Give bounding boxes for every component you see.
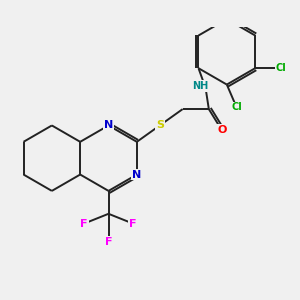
Text: F: F <box>129 219 137 229</box>
Text: Cl: Cl <box>231 103 242 112</box>
Text: F: F <box>105 237 112 247</box>
Text: NH: NH <box>193 81 209 91</box>
Text: S: S <box>156 121 164 130</box>
Text: O: O <box>217 125 226 135</box>
Text: Cl: Cl <box>276 63 287 73</box>
Text: N: N <box>104 121 113 130</box>
Text: N: N <box>132 169 142 179</box>
Text: F: F <box>80 219 88 229</box>
